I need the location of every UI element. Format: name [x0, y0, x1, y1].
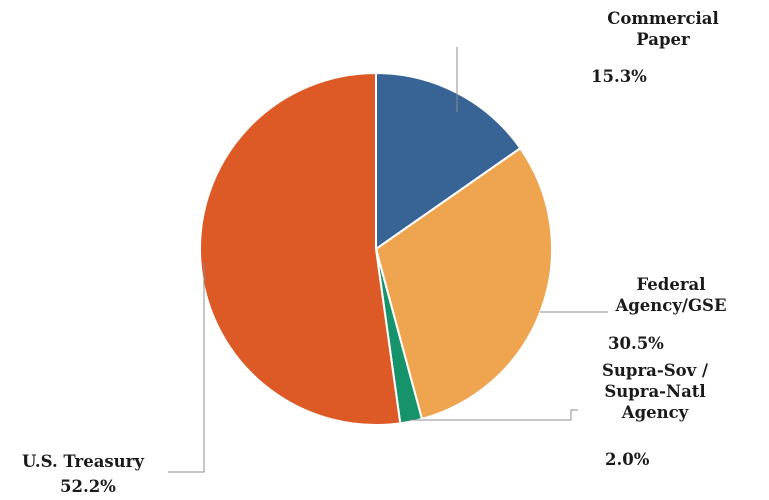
- slice-label-federal-agency-line-2: Agency/GSE: [615, 296, 727, 315]
- slice-label-us-treasury: U.S. Treasury: [22, 451, 144, 472]
- leader-line-us-treasury: [168, 262, 205, 473]
- slice-label-us-treasury-line-1: U.S. Treasury: [22, 452, 144, 471]
- leader-lines: [168, 47, 608, 473]
- pie-slice-federal-agency-gse: [375, 147, 553, 420]
- slice-label-supra: Supra-Sov / Supra-Natl Agency: [590, 360, 720, 423]
- pie-slice-u-s-treasury: [199, 72, 402, 426]
- slice-pct-federal-agency: 30.5%: [608, 334, 664, 353]
- slice-label-federal-agency: Federal Agency/GSE: [606, 274, 736, 316]
- slice-pct-commercial-paper: 15.3%: [591, 67, 647, 86]
- slice-label-supra-line-1: Supra-Sov /: [602, 361, 708, 380]
- slice-pct-supra: 2.0%: [605, 450, 650, 469]
- slice-label-commercial-paper: Commercial Paper: [598, 8, 728, 50]
- slice-label-supra-line-3: Agency: [621, 403, 689, 422]
- slice-label-commercial-paper-line-2: Paper: [636, 30, 690, 49]
- slice-label-federal-agency-line-1: Federal: [636, 275, 706, 294]
- slice-pct-us-treasury: 52.2%: [60, 477, 116, 496]
- slice-label-commercial-paper-line-1: Commercial: [607, 9, 719, 28]
- pie-slices: [199, 72, 553, 426]
- leader-line-supra: [410, 409, 578, 421]
- slice-label-supra-line-2: Supra-Natl: [604, 382, 706, 401]
